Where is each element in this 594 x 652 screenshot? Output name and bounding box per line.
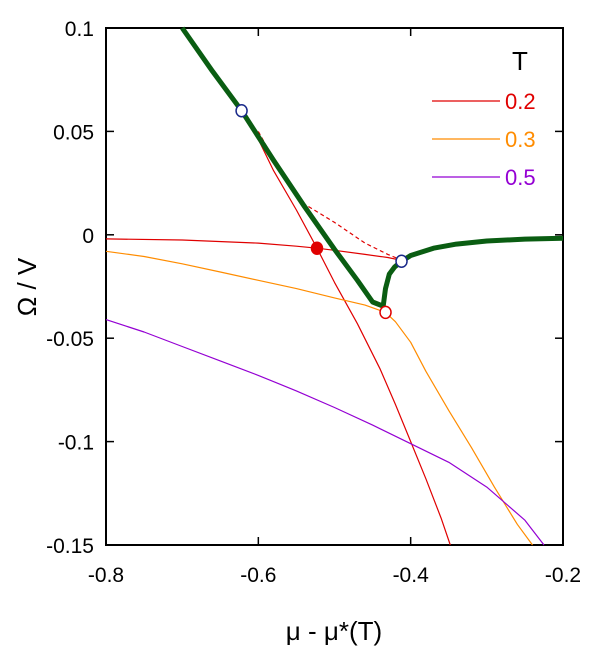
y-tick-label: 0.1 (65, 18, 94, 41)
data-marker-0 (235, 103, 248, 118)
data-marker-1 (395, 254, 408, 269)
series-line-3-0 (180, 26, 564, 309)
legend-label-1: 0.3 (505, 127, 536, 152)
legend-title: T (512, 46, 528, 76)
data-marker-3 (379, 305, 392, 320)
x-axis-label: μ - μ*(T) (286, 616, 382, 646)
data-markers (235, 103, 408, 320)
x-tick-label: -0.4 (393, 564, 430, 587)
axis-ticks: -0.8 -0.6 -0.4 -0.2 0.1 0.05 0 -0.05 -0.1 -0.15 (46, 18, 581, 587)
y-tick-label: 0.05 (53, 121, 94, 144)
x-tick-label: -0.6 (240, 564, 276, 587)
series-line-0-1 (253, 131, 451, 546)
plot-frame (105, 27, 564, 546)
x-tick-label: -0.8 (88, 564, 124, 587)
legend: T 0.2 0.3 0.5 (432, 46, 536, 190)
legend-label-2: 0.5 (505, 165, 536, 190)
data-marker-2 (310, 241, 324, 255)
y-tick-label: -0.05 (46, 328, 94, 351)
x-tick-label: -0.2 (545, 564, 581, 587)
legend-label-0: 0.2 (505, 89, 536, 114)
y-tick-label: 0 (82, 225, 94, 248)
data-series (105, 26, 564, 546)
y-axis-label: Ω / V (12, 257, 42, 316)
y-tick-label: -0.1 (58, 432, 94, 455)
series-line-2-0 (105, 319, 545, 546)
y-tick-label: -0.15 (46, 535, 94, 558)
series-line-0-2 (257, 131, 404, 262)
